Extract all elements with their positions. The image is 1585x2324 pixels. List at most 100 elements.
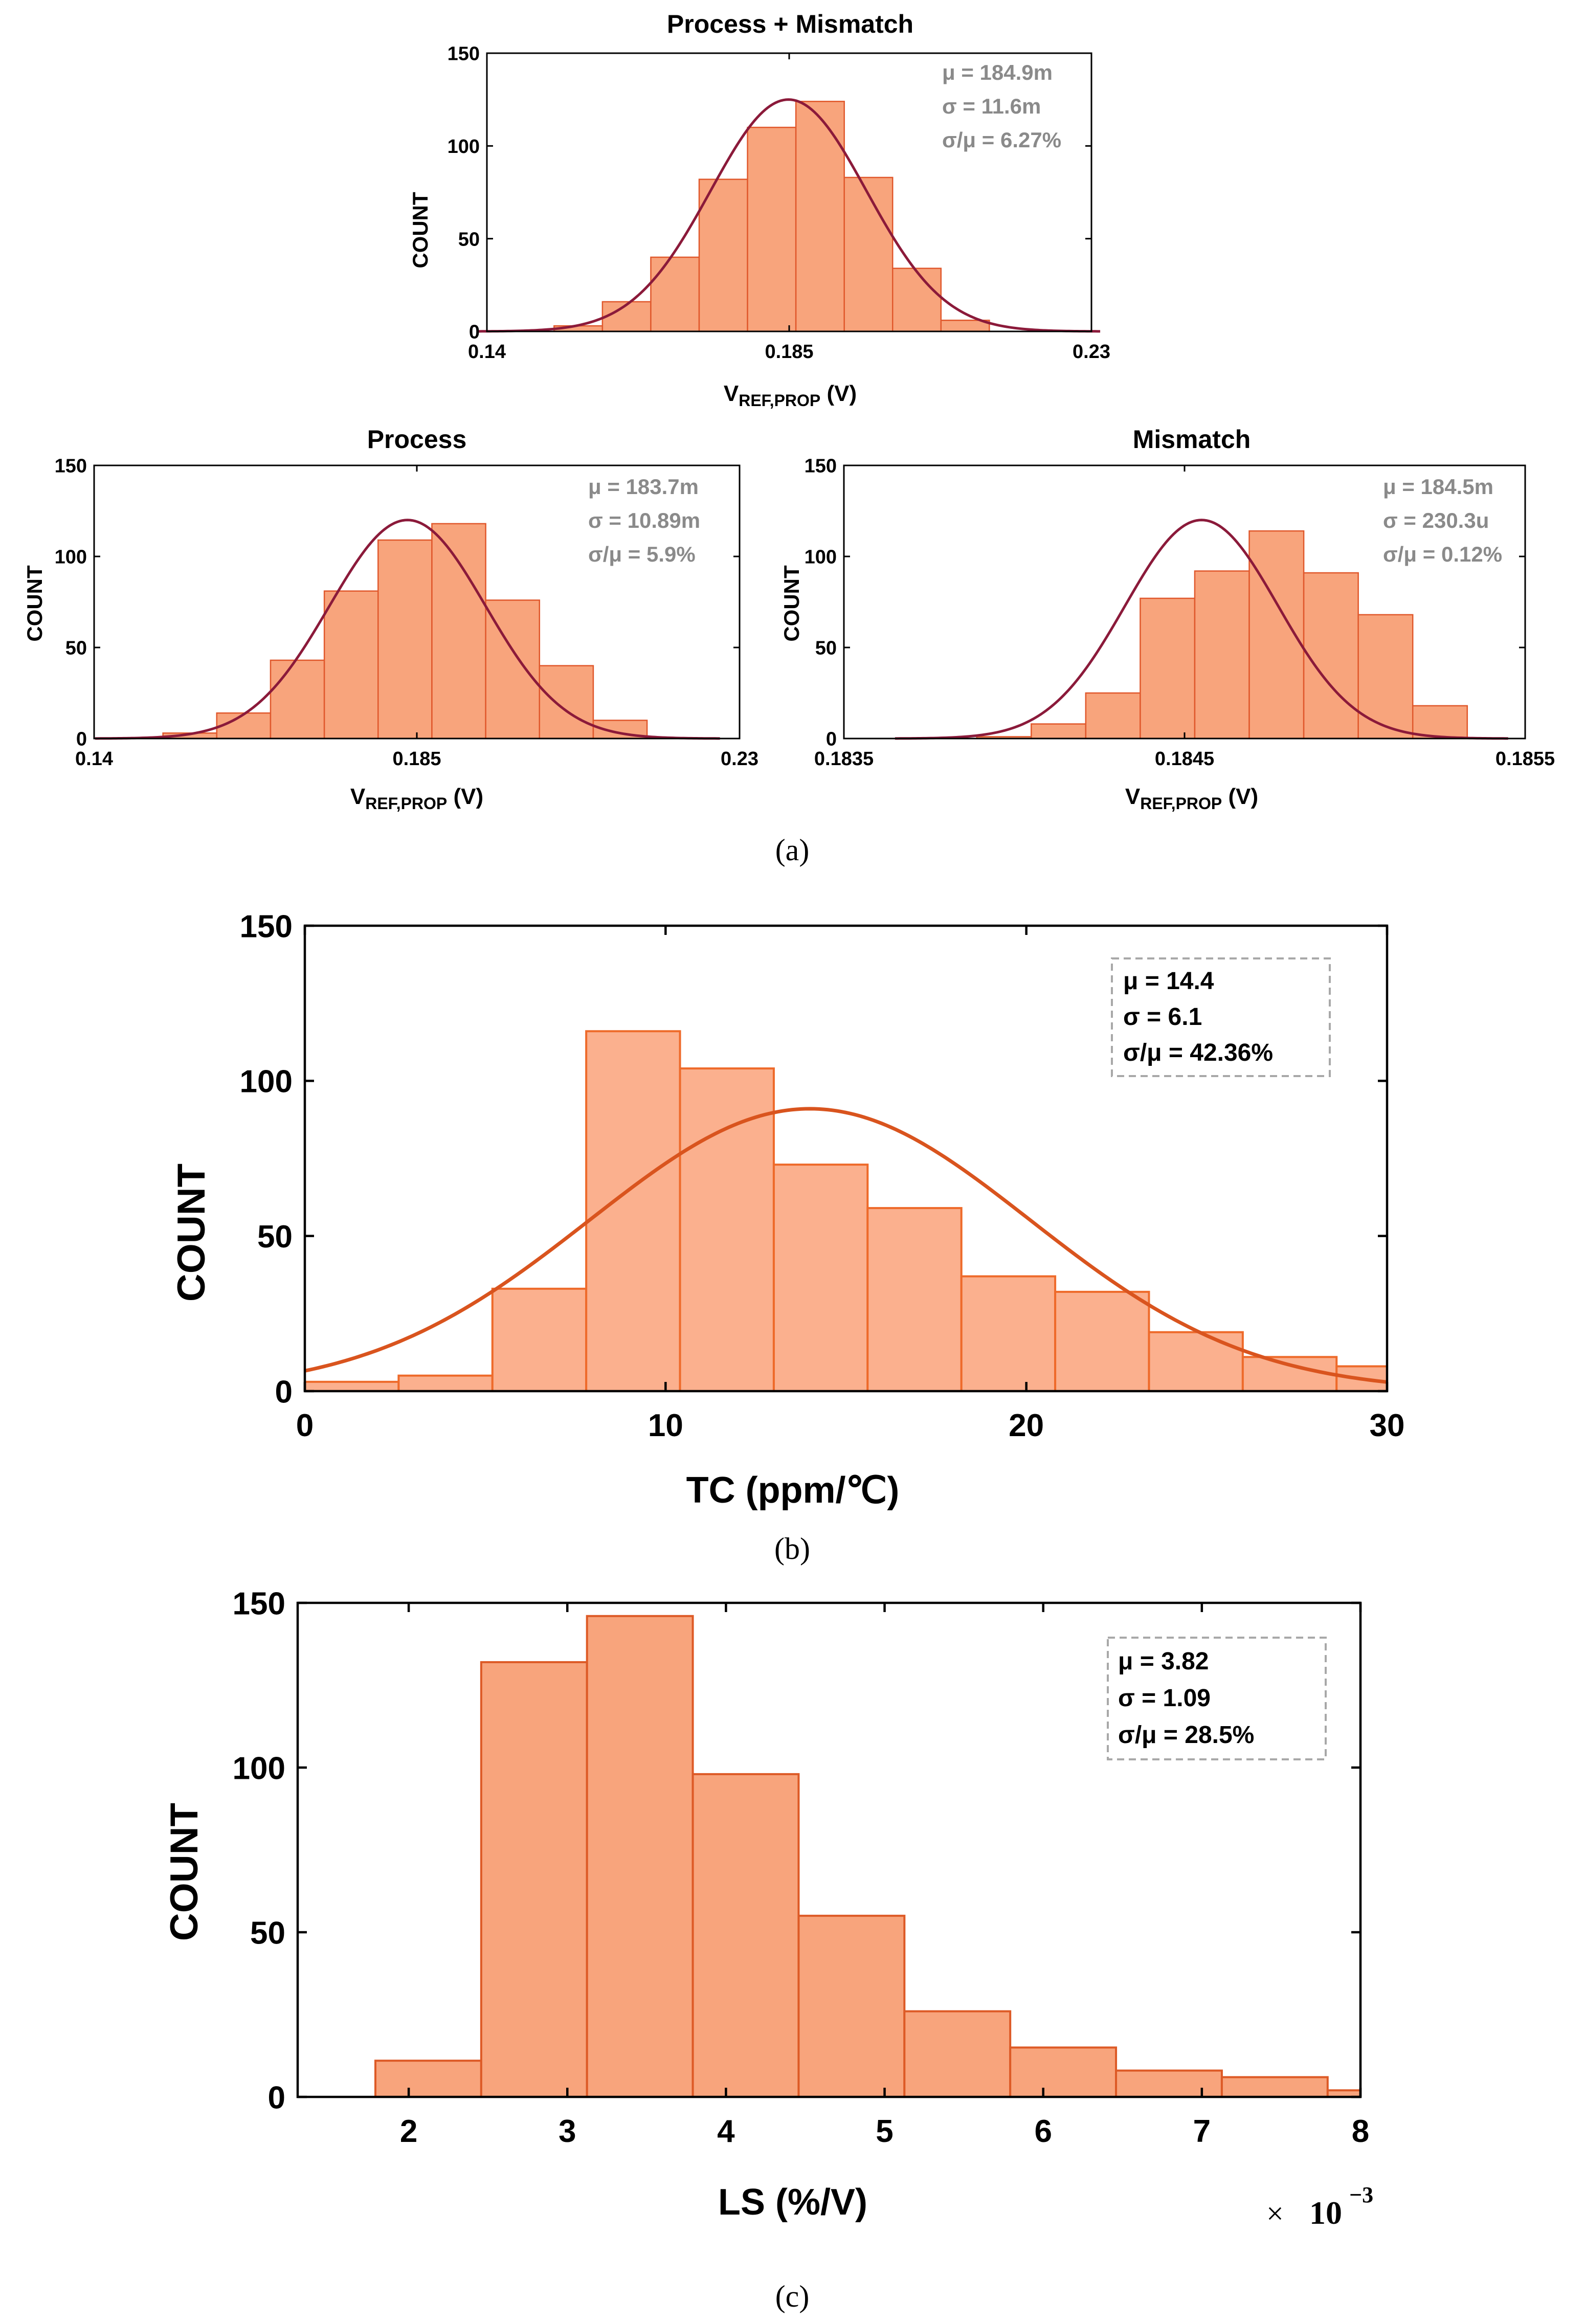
y-tick-label: 150 — [240, 909, 293, 944]
plot-area: 0 10 20 30 0 50 100 150 — [240, 909, 1405, 1443]
histogram-bar — [377, 539, 433, 740]
histogram-bar — [797, 1914, 906, 2098]
x-tick-label: 2 — [400, 2114, 417, 2149]
histogram-bar — [1412, 705, 1468, 740]
y-tick-label: 0 — [469, 322, 480, 343]
x-tick-label: 0.185 — [765, 341, 813, 363]
histogram-bar — [1148, 1331, 1244, 1393]
y-tick-label: 0 — [268, 2080, 285, 2115]
histogram-bar — [1241, 1356, 1338, 1392]
stats-box-border — [1107, 1637, 1327, 1760]
y-axis-label: COUNT — [170, 1164, 213, 1302]
stat-sigma: σ = 11.6m — [942, 94, 1041, 118]
x-axis-label: VREF,PROP (V) — [350, 784, 483, 813]
chart-title: Process + Mismatch — [667, 10, 913, 38]
y-tick-label: 100 — [805, 547, 837, 568]
stats-box: μ = 183.7m σ = 10.89m σ/μ = 5.9% — [588, 475, 700, 566]
chart-title: Process — [367, 425, 467, 454]
histogram-bar — [1031, 723, 1087, 740]
plot-area: 0.14 0.185 0.23 0 50 100 150 — [55, 456, 758, 770]
histogram-bar — [374, 2060, 482, 2098]
histogram-bar — [304, 1380, 400, 1393]
x-axis-label: VREF,PROP (V) — [724, 381, 857, 410]
x-tick-label: 5 — [876, 2114, 893, 2149]
x-tick-label: 0.1845 — [1155, 748, 1214, 770]
y-tick-label: 100 — [55, 547, 87, 568]
histogram-bar — [1220, 2076, 1329, 2098]
histogram-bar — [1054, 1290, 1150, 1393]
stats-box: μ = 14.4 σ = 6.1 σ/μ = 42.36% — [1111, 957, 1331, 1077]
y-tick-label: 50 — [65, 638, 87, 659]
y-tick-label: 100 — [240, 1064, 293, 1100]
histogram-bar — [698, 178, 748, 332]
chart-mismatch: Mismatch 0.1835 0.1845 0.1855 0 50 100 150 COU… — [779, 425, 1555, 813]
y-axis-label: COUNT — [779, 565, 803, 642]
y-tick-label: 0 — [275, 1374, 293, 1410]
plot-area: 0.1835 0.1845 0.1855 0 50 100 150 — [805, 456, 1555, 770]
fit-curve — [304, 1107, 1388, 1384]
y-tick-label: 50 — [250, 1915, 285, 1951]
x-tick-label: 0.1855 — [1495, 748, 1555, 770]
histogram-bar — [866, 1207, 963, 1392]
y-tick-label: 50 — [458, 229, 480, 250]
x-tick-label: 6 — [1034, 2114, 1052, 2149]
fit-curve — [95, 519, 720, 740]
histogram-bar — [772, 1164, 869, 1392]
x-axis-label: VREF,PROP (V) — [1125, 784, 1258, 813]
x-tick-label: 0.14 — [75, 748, 113, 770]
x-tick-label: 0.23 — [1073, 341, 1110, 363]
stats-box: μ = 3.82 σ = 1.09 σ/μ = 28.5% — [1107, 1637, 1327, 1760]
histogram-bar — [747, 126, 797, 332]
stat-mean: μ = 184.5m — [1383, 475, 1493, 499]
x-tick-label: 3 — [559, 2114, 576, 2149]
x-tick-label: 0.185 — [392, 748, 441, 770]
y-axis-label: COUNT — [23, 565, 47, 642]
y-tick-label: 150 — [233, 1586, 285, 1621]
x-tick-label: 7 — [1193, 2114, 1211, 2149]
y-tick-label: 100 — [448, 136, 480, 158]
histogram-bar — [323, 590, 379, 740]
stat-mean: μ = 183.7m — [588, 475, 699, 499]
histogram-bar — [1357, 614, 1414, 740]
x-tick-label: 8 — [1352, 2114, 1369, 2149]
histogram-bar — [431, 523, 486, 740]
chart-tc: 0 10 20 30 0 50 100 150 COUNT TC (ppm/℃) μ = 14… — [170, 909, 1404, 1511]
x-axis-label: TC (ppm/℃) — [686, 1470, 900, 1511]
histogram-bar — [650, 256, 700, 332]
histogram-bar — [491, 1287, 588, 1393]
chart-process-mismatch: Process + Mismatch 0.14 0.185 0.23 0 50 100 15… — [408, 10, 1110, 410]
histogram-bar — [892, 267, 942, 332]
histogram-bar — [960, 1275, 1057, 1393]
chart-process: Process 0.14 0.185 0.23 0 50 100 150 COUNT VRE… — [23, 425, 758, 813]
fit-curve — [477, 98, 1101, 333]
x-tick-label: 0.14 — [468, 341, 506, 363]
y-tick-label: 50 — [257, 1219, 293, 1255]
multiplier-exponent: −3 — [1349, 2182, 1373, 2207]
stat-mean: μ = 3.82 — [1118, 1648, 1209, 1675]
stat-ratio: σ/μ = 28.5% — [1118, 1722, 1254, 1749]
y-tick-label: 150 — [805, 456, 837, 477]
stats-box-border — [1111, 957, 1331, 1077]
caption-c: (c) — [775, 2280, 810, 2313]
x-tick-label: 0.23 — [721, 748, 758, 770]
stat-mean: μ = 14.4 — [1123, 968, 1214, 995]
y-tick-label: 100 — [233, 1751, 285, 1786]
axis-multiplier: × 10 −3 — [1266, 2182, 1373, 2231]
y-tick-label: 150 — [55, 456, 87, 477]
x-tick-label: 30 — [1370, 1408, 1405, 1443]
stats-box: μ = 184.9m σ = 11.6m σ/μ = 6.27% — [942, 60, 1061, 152]
histogram-bar — [1303, 572, 1359, 740]
plot-area: 0.14 0.185 0.23 0 50 100 150 — [448, 43, 1110, 363]
multiplier-base: 10 — [1309, 2195, 1342, 2231]
stat-mean: μ = 184.9m — [942, 60, 1053, 84]
y-axis-label: COUNT — [408, 192, 432, 269]
x-tick-label: 10 — [648, 1408, 683, 1443]
stat-sigma: σ = 10.89m — [588, 508, 700, 532]
caption-b: (b) — [774, 1532, 810, 1566]
stat-ratio: σ/μ = 6.27% — [942, 128, 1061, 152]
plot-area: 2 3 4 5 6 7 8 0 50 100 150 — [233, 1586, 1370, 2149]
x-tick-label: 0.1835 — [814, 748, 874, 770]
histogram-bar — [795, 101, 845, 332]
